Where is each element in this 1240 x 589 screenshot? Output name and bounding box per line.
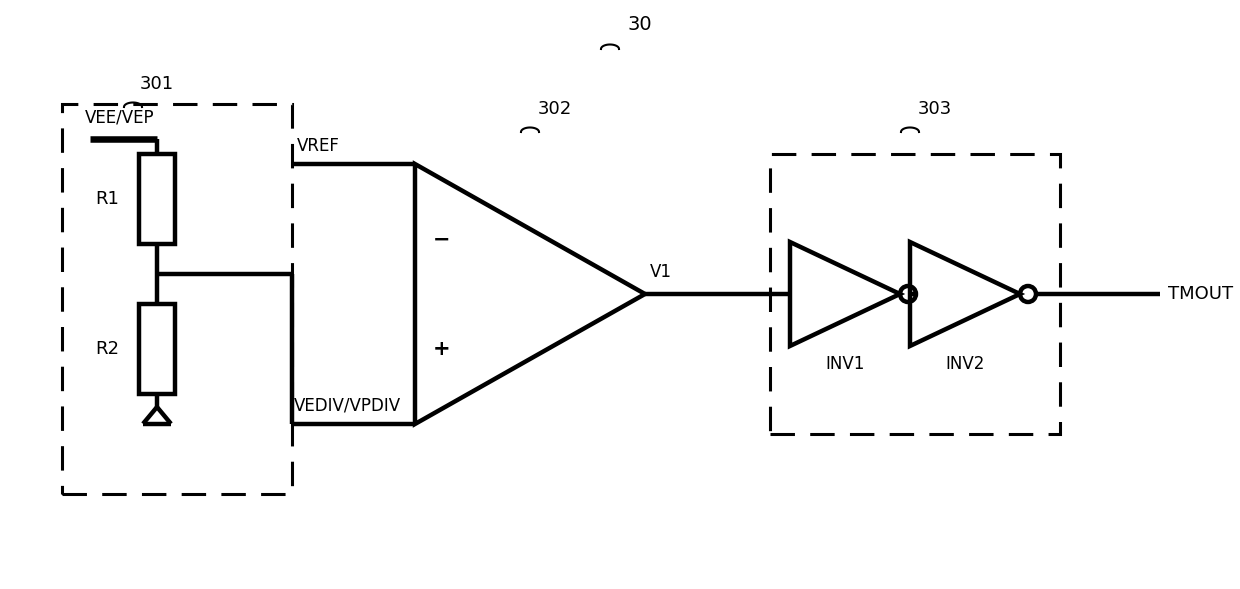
Text: INV2: INV2 <box>945 355 985 373</box>
Text: 303: 303 <box>918 100 952 118</box>
Text: R1: R1 <box>95 190 119 208</box>
Text: TMOUT: TMOUT <box>1168 285 1233 303</box>
Text: VEDIV/VPDIV: VEDIV/VPDIV <box>294 397 401 415</box>
Text: +: + <box>433 339 450 359</box>
Bar <box>139 154 175 244</box>
Text: INV1: INV1 <box>826 355 864 373</box>
Text: 301: 301 <box>140 75 174 93</box>
Text: 302: 302 <box>538 100 572 118</box>
Text: −: − <box>433 229 450 249</box>
Text: VREF: VREF <box>298 137 340 155</box>
Text: V1: V1 <box>650 263 672 281</box>
Text: R2: R2 <box>95 340 119 358</box>
Bar <box>139 304 175 394</box>
Text: 30: 30 <box>627 15 652 34</box>
Text: VEE/VEP: VEE/VEP <box>86 108 155 126</box>
